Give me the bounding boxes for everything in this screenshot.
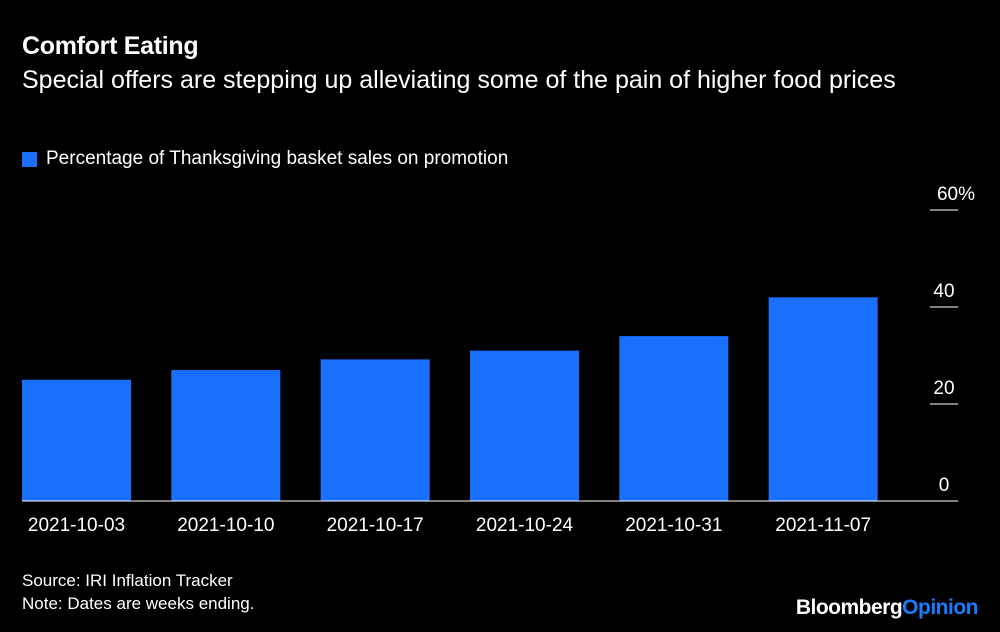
- y-tick-label: 0: [939, 475, 950, 496]
- brand-main: Bloomberg: [795, 596, 903, 619]
- chart-subtitle: Special offers are stepping up alleviati…: [22, 66, 896, 94]
- y-tick-label: 60%: [937, 184, 975, 205]
- bar-2021-10-03: [22, 379, 131, 501]
- brand-accent: Opinion: [902, 596, 978, 619]
- x-tick-label: 2021-11-07: [775, 515, 871, 536]
- x-tick-label: 2021-10-31: [625, 515, 722, 536]
- x-tick-label: 2021-10-10: [177, 515, 274, 536]
- bar-chart: 2021-10-03 2021-10-10 2021-10-17 2021-10-24…: [22, 184, 975, 536]
- y-tick-label: 40: [933, 281, 954, 302]
- bar-2021-10-24: [470, 350, 579, 501]
- legend: Percentage of Thanksgiving basket sales …: [22, 148, 508, 170]
- x-tick-label: 2021-10-24: [476, 515, 574, 536]
- bar-2021-11-07: [768, 297, 878, 501]
- chart-title: Comfort Eating: [22, 32, 199, 60]
- bar-2021-10-31: [619, 336, 729, 501]
- legend-label: Percentage of Thanksgiving basket sales …: [46, 148, 509, 169]
- bar-2021-10-17: [320, 359, 430, 501]
- legend-swatch: [22, 151, 37, 167]
- x-tick-label: 2021-10-17: [327, 515, 424, 536]
- x-tick-label: 2021-10-03: [28, 515, 125, 536]
- bloomberg-opinion-logo: BloombergOpinion: [795, 596, 979, 620]
- y-tick-label: 20: [933, 378, 954, 399]
- note-text: Note: Dates are weeks ending.: [22, 594, 255, 613]
- source-text: Source: IRI Inflation Tracker: [22, 571, 233, 590]
- source-note: Source: IRI Inflation Tracker Note: Date…: [22, 569, 254, 615]
- bar-2021-10-10: [171, 370, 281, 501]
